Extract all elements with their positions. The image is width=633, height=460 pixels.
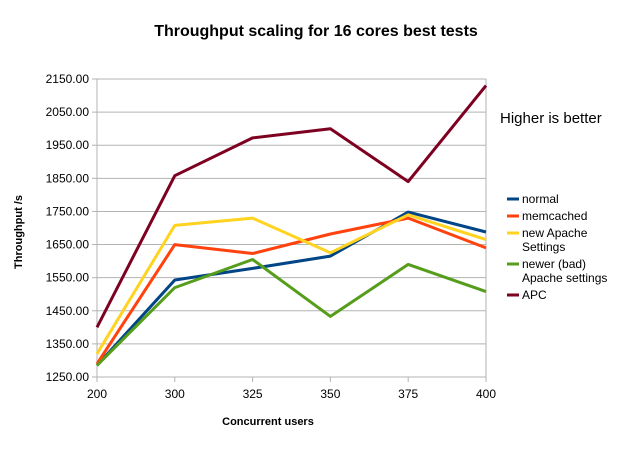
legend-label: new Apache Settings [522, 226, 588, 254]
legend-label: APC [522, 288, 547, 302]
legend-label-line: normal [522, 192, 559, 206]
series-lines [95, 84, 488, 367]
x-axis-ticks: 200 300 325 350 375 400 [87, 377, 496, 401]
y-tick-label: 1650.00 [46, 238, 90, 252]
legend-label-line: newer (bad) [522, 257, 586, 271]
y-tick-label: 1850.00 [46, 171, 90, 185]
legend-label: newer (bad) Apache settings [522, 257, 607, 285]
x-tick-label: 325 [243, 387, 263, 401]
chart-title: Throughput scaling for 16 cores best tes… [154, 23, 478, 40]
y-tick-label: 2050.00 [46, 105, 90, 119]
legend: normal memcached new Apache Settings newer (… [507, 192, 607, 302]
higher-is-better-note: Higher is better [500, 110, 602, 127]
legend-label-line: memcached [522, 209, 587, 223]
legend-label-line: new Apache [522, 226, 588, 240]
x-tick-label: 200 [87, 387, 107, 401]
plot-area [96, 78, 487, 378]
legend-label-line: Apache settings [522, 271, 607, 285]
series-line-new-apache-settings [95, 213, 487, 355]
y-tick-label: 1350.00 [46, 337, 90, 351]
series-line-apc [95, 84, 488, 328]
y-tick-label: 1550.00 [46, 271, 90, 285]
series-line-normal [95, 210, 487, 367]
series-line-memcached [95, 216, 487, 365]
series-line-newer-bad-apache-settings [95, 258, 487, 367]
legend-label: memcached [522, 209, 587, 223]
legend-label-line: Settings [522, 240, 565, 254]
y-tick-label: 1250.00 [46, 370, 90, 384]
x-tick-label: 400 [476, 387, 496, 401]
x-tick-label: 350 [320, 387, 340, 401]
y-tick-label: 1950.00 [46, 138, 90, 152]
y-tick-label: 1750.00 [46, 204, 90, 218]
y-tick-label: 2150.00 [46, 72, 90, 86]
y-tick-label: 1450.00 [46, 304, 90, 318]
legend-label: normal [522, 192, 559, 206]
legend-label-line: APC [522, 288, 547, 302]
x-axis-title: Concurrent users [222, 416, 314, 428]
x-tick-label: 300 [165, 387, 185, 401]
y-axis-ticks: 1250.00 1350.00 1450.00 1550.00 1650.00 1750.… [46, 72, 97, 384]
y-axis-title: Throughput /s [13, 195, 25, 269]
gridlines [97, 78, 486, 378]
x-tick-label: 375 [398, 387, 418, 401]
